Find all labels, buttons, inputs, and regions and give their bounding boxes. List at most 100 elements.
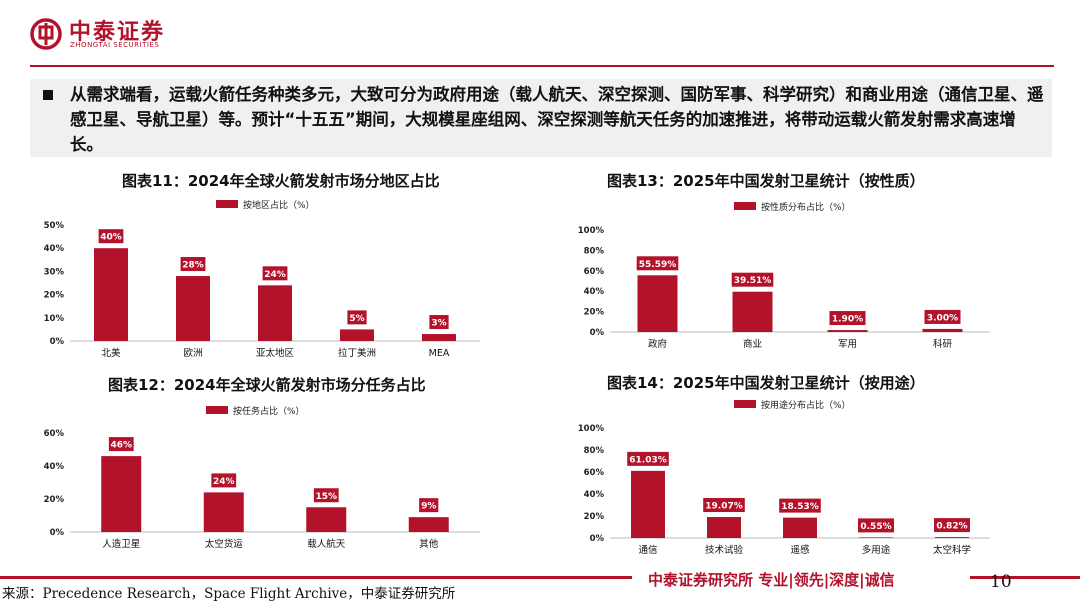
source-note: 来源：Precedence Research，Space Flight Arch… [2, 586, 456, 602]
chart-13: 按性质分布占比（%） 0% 20% 40% 60% 80% 100% 55.59% 政府 39.5… [578, 201, 990, 350]
chart-title-11: 图表11：2024年全球火箭发射市场分地区占比 [122, 172, 440, 190]
y-tick-label: 0% [590, 328, 605, 338]
logo-icon [30, 18, 62, 50]
bar [176, 276, 210, 341]
category-label: 遥感 [790, 544, 810, 556]
data-label-box [829, 311, 866, 326]
data-label-box [211, 473, 237, 488]
data-label: 19.07% [705, 502, 743, 512]
bar [859, 537, 893, 538]
y-tick-label: 30% [44, 267, 65, 277]
category-label: 人造卫星 [102, 538, 140, 550]
summary-text: 从需求端看，运载火箭任务种类多元，大致可分为政府用途（载人航天、深空探测、国防军… [70, 85, 1044, 154]
category-label: 通信 [638, 544, 657, 556]
y-tick-label: 80% [584, 446, 605, 456]
data-label: 40% [100, 233, 122, 243]
data-label-box [419, 498, 439, 513]
y-tick-label: 10% [44, 314, 65, 324]
legend-label: 按用途分布占比（%） [761, 399, 851, 411]
data-label: 61.03% [629, 455, 667, 465]
data-label-box [627, 451, 669, 466]
bar [203, 492, 244, 532]
data-label: 39.51% [734, 276, 772, 286]
bar [935, 537, 969, 538]
page-number: 10 [990, 572, 1012, 592]
category-label: 其他 [419, 538, 439, 550]
chart-12: 按任务占比（%） 0% 20% 40% 60% 46% 人造卫星 24% 太空货运 15% 载人航天… [44, 405, 480, 550]
y-tick-label: 0% [590, 534, 605, 544]
y-tick-label: 0% [50, 337, 65, 347]
footer-brand: 中泰证券研究所 专业|领先|深度|诚信 [648, 571, 895, 589]
data-label-box [636, 256, 679, 271]
category-label: MEA [429, 348, 450, 359]
legend-swatch [216, 200, 238, 208]
chart-14: 按用途分布占比（%） 0% 20% 40% 60% 80% 100% 61.03% 通信 19.0… [578, 399, 990, 556]
y-tick-label: 40% [44, 244, 65, 254]
data-label: 5% [349, 314, 364, 324]
category-label: 科研 [933, 338, 953, 350]
data-label: 46% [110, 441, 132, 451]
data-label: 24% [213, 477, 235, 487]
y-tick-label: 20% [584, 308, 605, 318]
bar [340, 329, 374, 341]
logo-english-name: ZHONGTAI SECURITIES [70, 41, 160, 49]
y-tick-label: 50% [44, 221, 65, 231]
data-label: 9% [421, 502, 436, 512]
y-tick-label: 60% [584, 267, 605, 277]
bar [631, 470, 665, 538]
y-tick-label: 100% [578, 424, 605, 434]
data-label: 0.82% [936, 522, 967, 532]
summary-box: 从需求端看，运载火箭任务种类多元，大致可分为政府用途（载人航天、深空探测、国防军… [30, 79, 1052, 157]
data-label: 1.90% [832, 315, 863, 325]
y-tick-label: 0% [50, 528, 65, 538]
y-tick-label: 60% [44, 429, 65, 439]
category-label: 政府 [648, 338, 668, 350]
legend-swatch [206, 406, 228, 414]
category-label: 多用途 [862, 544, 891, 556]
category-label: 太空科学 [933, 544, 971, 556]
data-label-box [98, 229, 124, 244]
data-label-box [858, 518, 894, 533]
y-tick-label: 20% [44, 495, 65, 505]
footer-divider-left [0, 576, 632, 579]
legend-label: 按地区占比（%） [243, 199, 315, 211]
category-label: 太空货运 [205, 538, 244, 550]
y-tick-label: 80% [584, 246, 605, 256]
data-label-box [313, 488, 339, 503]
data-label: 55.59% [639, 260, 677, 270]
data-label-box [924, 309, 961, 324]
data-label-box [347, 310, 367, 325]
data-label-box [703, 498, 745, 513]
bar [922, 328, 963, 332]
chart-title-14: 图表14：2025年中国发射卫星统计（按用途） [607, 374, 925, 392]
bar [707, 517, 741, 538]
category-label: 商业 [743, 338, 762, 350]
y-tick-label: 40% [584, 287, 605, 297]
category-label: 拉丁美洲 [338, 347, 376, 359]
data-label: 24% [264, 270, 286, 280]
data-label-box [429, 315, 449, 330]
category-label: 北美 [101, 347, 121, 359]
bar [827, 330, 868, 332]
data-label: 3.00% [927, 313, 958, 323]
logo-name: 中泰证券 [69, 20, 166, 45]
legend-label: 按性质分布占比（%） [761, 201, 851, 213]
data-label: 15% [315, 492, 337, 502]
bullet-icon [43, 90, 53, 100]
y-tick-label: 20% [584, 512, 605, 522]
bar [637, 275, 678, 332]
legend-swatch [734, 202, 756, 210]
footer-divider-right [970, 576, 1080, 579]
bar [408, 517, 449, 532]
data-label-box [934, 518, 970, 533]
bar [732, 291, 773, 332]
data-label: 3% [431, 319, 446, 329]
bar [101, 456, 142, 532]
header: 中泰证券 ZHONGTAI SECURITIES [0, 0, 1080, 67]
chart-11: 按地区占比（%） 0% 10% 20% 30% 40% 50% 40% 北美 28% 欧洲 24% 亚太… [44, 199, 480, 359]
category-label: 军用 [838, 339, 857, 350]
chart-title-12: 图表12：2024年全球火箭发射市场分任务占比 [108, 376, 426, 394]
legend-swatch [734, 400, 756, 408]
y-tick-label: 40% [584, 490, 605, 500]
legend-label: 按任务占比（%） [233, 405, 305, 417]
